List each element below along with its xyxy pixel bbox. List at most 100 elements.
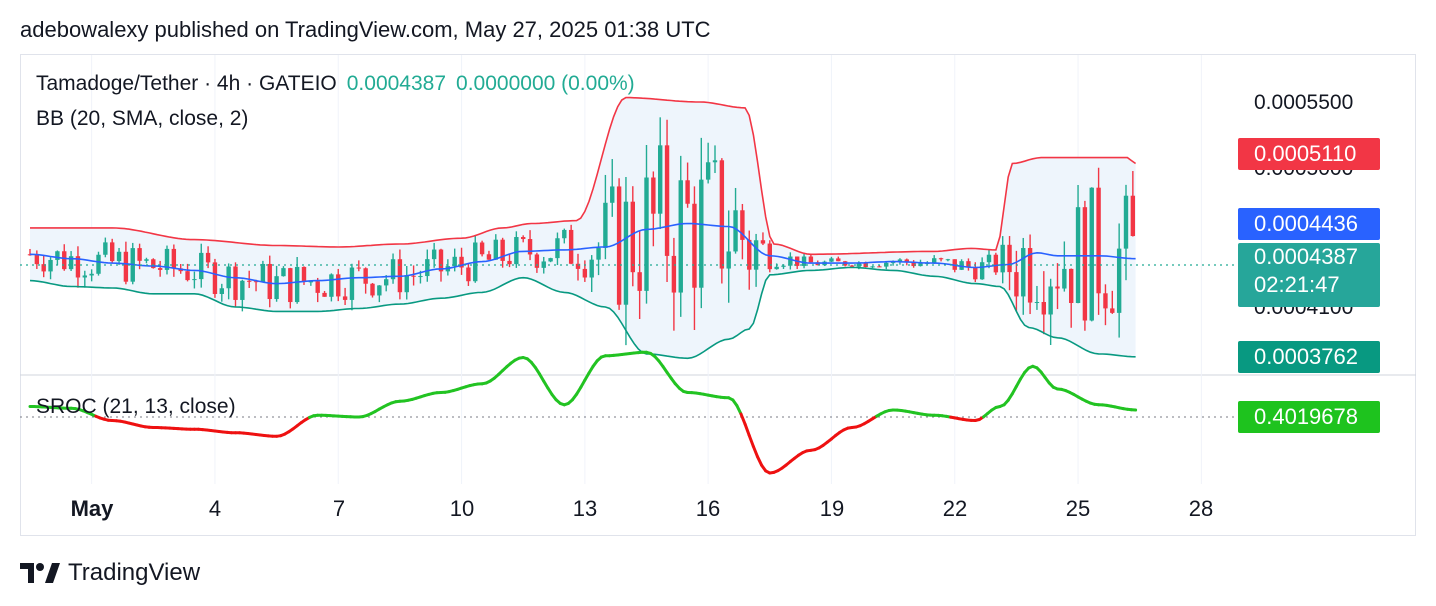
candle-body: [760, 240, 766, 244]
candle-body: [110, 242, 115, 262]
candle-body: [1007, 244, 1012, 273]
candle-body: [705, 162, 711, 180]
candle-body: [911, 262, 916, 267]
candle-body: [979, 262, 985, 280]
bollinger-lower-band: [29, 266, 1136, 360]
bollinger-upper-band: [30, 96, 1137, 256]
candle-body: [151, 259, 156, 269]
candle-body: [1034, 302, 1040, 304]
x-axis-label: 19: [819, 496, 845, 521]
candle-body: [1130, 195, 1136, 237]
candle-body: [1041, 302, 1046, 315]
candle-body: [192, 279, 197, 281]
candle-body: [219, 288, 224, 294]
candle-body: [562, 229, 567, 239]
candle-body: [62, 251, 67, 270]
candle-body: [548, 258, 553, 262]
sroc-legend[interactable]: SROC (21, 13, close): [36, 395, 236, 418]
candle-body: [877, 266, 882, 268]
candle-body: [863, 262, 868, 268]
sroc-segment: [735, 404, 743, 416]
candle-body: [986, 254, 992, 263]
candle-body: [596, 247, 601, 260]
candle-body: [733, 210, 738, 252]
sroc-segment: [751, 445, 759, 459]
candle-body: [493, 239, 498, 260]
sroc-segment: [743, 422, 751, 437]
x-axis-label: 7: [332, 496, 346, 521]
candle-body: [212, 262, 218, 294]
candle-body: [692, 203, 697, 288]
candle-body: [774, 266, 779, 270]
symbol-line: Tamadoge/Tether · 4h · GATEIO: [36, 72, 337, 95]
candle-body: [1116, 248, 1122, 313]
basis-price-tag: 0.0004436: [1238, 208, 1380, 240]
candle-body: [41, 264, 46, 272]
x-axis-label: 10: [449, 496, 475, 521]
candle-body: [260, 263, 266, 283]
candle-body: [589, 259, 594, 278]
candle-body: [294, 266, 300, 303]
candle-body: [253, 281, 259, 283]
candle-body: [240, 280, 245, 300]
candle-body: [329, 274, 334, 297]
sroc-value-tag: 0.4019678: [1238, 401, 1380, 433]
candle-body: [137, 248, 142, 261]
candle-body: [897, 259, 903, 263]
candle-body: [466, 267, 471, 282]
candle-body: [418, 276, 423, 278]
candle-body: [157, 268, 163, 270]
candle-body: [890, 262, 896, 264]
candle-body: [247, 280, 252, 282]
candle-body: [123, 251, 129, 282]
candle-body: [404, 275, 409, 293]
candle-body: [34, 254, 40, 265]
bollinger-legend[interactable]: BB (20, SMA, close, 2): [36, 107, 249, 130]
candle-body: [363, 268, 368, 284]
candle-body: [781, 265, 786, 267]
candle-body: [431, 249, 437, 260]
candle-body: [377, 285, 382, 296]
candle-body: [82, 275, 87, 278]
x-axis-label: 25: [1065, 496, 1091, 521]
chart-frame[interactable]: [20, 54, 1416, 536]
candle-body: [610, 186, 615, 203]
candle-body: [1027, 248, 1033, 303]
symbol-legend[interactable]: Tamadoge/Tether · 4h · GATEIO 0.0004387 0.…: [36, 72, 635, 96]
last-price-value: 0.0004387: [346, 72, 447, 95]
candle-body: [322, 292, 327, 297]
candle-body: [342, 296, 348, 300]
candle-body: [89, 273, 94, 276]
candle-body: [233, 266, 238, 300]
candle-body: [68, 256, 74, 270]
price-axis-label: 0.0005500: [1254, 91, 1354, 114]
footer-brand-name: TradingView: [68, 559, 201, 586]
candle-body: [384, 279, 389, 286]
candle-body: [301, 266, 307, 282]
sroc-segment: [747, 433, 755, 448]
candle-body: [829, 258, 834, 262]
candle-body: [452, 256, 457, 267]
candle-body: [938, 258, 944, 260]
candle-body: [671, 255, 677, 293]
candle-body: [281, 268, 286, 277]
candle-body: [390, 259, 396, 280]
sroc-segment: [756, 455, 764, 467]
footer-brand[interactable]: TradingView: [20, 558, 200, 588]
candle-body: [630, 201, 635, 273]
candle-body: [849, 265, 855, 267]
candle-body: [199, 252, 204, 280]
candle-body: [171, 248, 177, 269]
candle-body: [664, 145, 670, 256]
candle-body: [521, 237, 526, 240]
candle-body: [500, 239, 505, 261]
candle-body: [616, 186, 622, 305]
lower-band-price-tag: 0.0003762: [1238, 341, 1380, 373]
candle-body: [932, 258, 937, 264]
candle-body: [568, 229, 574, 264]
candle-body: [1082, 207, 1088, 321]
candle-body: [740, 210, 745, 240]
candle-body: [555, 238, 560, 259]
candle-body: [1110, 308, 1115, 313]
